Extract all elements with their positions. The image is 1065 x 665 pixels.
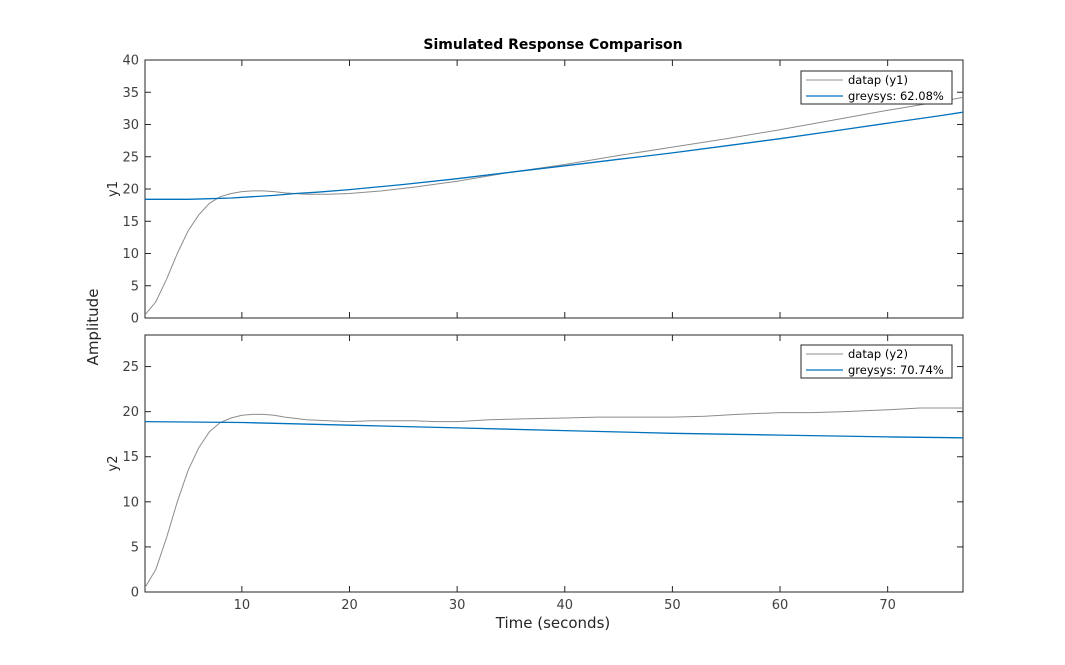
y-tick-label: 35 xyxy=(122,86,139,101)
legend-entry-label: greysys: 70.74% xyxy=(848,363,944,377)
series-line-greysys xyxy=(145,111,963,200)
y-tick-label: 10 xyxy=(122,247,139,262)
chart-title: Simulated Response Comparison xyxy=(423,37,682,53)
x-tick-label: 20 xyxy=(341,598,358,613)
series-line-datap xyxy=(145,407,963,588)
y-tick-label: 5 xyxy=(131,279,139,294)
legend-2: datap (y2) greysys: 70.74% xyxy=(800,344,953,379)
y-tick-label: 25 xyxy=(122,360,139,375)
subplot-2: 0 5 10 15 20 25 10 20 30 40 50 60 70 y2 datap (y2) grey… xyxy=(106,334,964,613)
x-tick-label: 10 xyxy=(234,598,251,613)
y-tick-label: 30 xyxy=(122,118,139,133)
y-tick-label: 0 xyxy=(131,312,139,327)
y-tick-label: 15 xyxy=(122,450,139,465)
y-tick-label: 10 xyxy=(122,495,139,510)
subplot-ylabel-2: y2 xyxy=(106,456,121,472)
y-tick-label: 25 xyxy=(122,150,139,165)
x-tick-label: 30 xyxy=(449,598,466,613)
x-tick-label: 50 xyxy=(664,598,681,613)
series-line-greysys xyxy=(145,420,963,439)
legend-1: datap (y1) greysys: 62.08% xyxy=(800,70,953,105)
legend-box xyxy=(800,344,953,379)
legend-box xyxy=(800,70,953,105)
x-tick-label: 40 xyxy=(556,598,573,613)
subplot-1: 0 5 10 15 20 25 30 35 40 y1 datap (y1) greysys: 62.… xyxy=(106,54,964,327)
x-axis-label: Time (seconds) xyxy=(495,614,611,632)
legend-entry-label: datap (y1) xyxy=(848,73,908,87)
y-tick-label: 20 xyxy=(122,405,139,420)
series-line-datap xyxy=(145,96,963,316)
legend-entry-label: greysys: 62.08% xyxy=(848,89,944,103)
y-tick-label: 15 xyxy=(122,215,139,230)
y-tick-label: 20 xyxy=(122,183,139,198)
x-tick-label: 70 xyxy=(879,598,896,613)
y-tick-label: 40 xyxy=(122,54,139,69)
x-tick-label: 60 xyxy=(772,598,789,613)
y-axis-label: Amplitude xyxy=(84,289,102,366)
legend-entry-label: datap (y2) xyxy=(848,347,908,361)
subplot-ylabel-1: y1 xyxy=(106,181,121,197)
y-tick-label: 5 xyxy=(131,540,139,555)
y-tick-label: 0 xyxy=(131,586,139,601)
